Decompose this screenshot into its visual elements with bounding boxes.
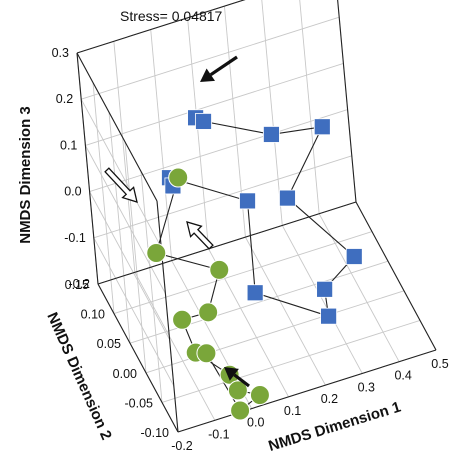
filled-arrow-annotation [200,55,238,82]
circle-data-point [198,302,219,323]
side-wall-gridline [80,98,162,248]
back-wall-gridline [85,62,344,146]
arrow-head [200,68,215,82]
square-data-point [239,192,256,210]
arrow-head [224,367,239,381]
chart-title: Stress= 0.04817 [120,8,223,24]
circle-data-point [249,385,270,406]
z-tick-label: 0.3 [52,46,69,60]
filled-arrow-annotation [224,367,250,388]
box-edge [76,52,158,202]
hollow-arrow-annotation [104,167,138,203]
x-tick-label: -0.2 [171,439,193,453]
x-tick-label: 0.5 [431,357,448,371]
side-wall-gridline [85,145,166,294]
grid-layer [76,0,437,433]
back-wall-gridline [113,41,136,273]
x-tick-label: 0.2 [321,392,338,406]
square-data-point [279,189,296,207]
side-wall-gridline [108,112,131,344]
box-edge [337,0,357,203]
x-tick-label: 0.4 [394,369,411,383]
side-wall-gridline [140,171,163,403]
series-2-path [155,177,262,412]
square-data-point [345,248,363,265]
back-wall-gridline [89,109,348,193]
y-axis-line [97,283,179,433]
hollow-arrow-annotation [186,221,214,250]
circle-data-point [227,380,248,401]
square-data-point [316,280,334,298]
series-1-path [168,117,355,317]
annotation-arrows [104,55,250,388]
z-tick-label: -0.2 [68,277,90,291]
circle-data-point [172,309,193,330]
x-tick-label: 0.1 [284,404,301,418]
back-wall-gridline [81,16,340,100]
circle-data-point [230,400,251,421]
floor-gridline [113,231,373,315]
floor-gridline [245,236,326,386]
back-wall-gridline [261,0,283,226]
y-tick-label: 0.05 [97,337,121,351]
box-edge [97,201,357,285]
side-wall-gridline [93,237,175,387]
box-edge [76,0,246,54]
square-data-point [246,284,264,302]
square-data-point [263,126,280,143]
z-tick-label: 0.0 [64,185,81,199]
x-tick-label: 0.3 [358,380,375,394]
floor-gridline [281,225,363,374]
y-tick-label: -0.10 [141,426,170,440]
box-edge [355,201,437,351]
z-axis-title: NMDS Dimension 3 [17,106,34,244]
x-tick-label: 0.0 [247,416,264,430]
floor-gridline [129,260,389,344]
series-markers [146,109,363,421]
side-wall-gridline [124,141,147,373]
circle-data-point [168,167,189,188]
y-tick-label: -0.05 [125,396,154,410]
back-wall-gridline [299,0,320,214]
x-tick-label: -0.1 [208,427,230,441]
circle-data-point [209,259,230,280]
y-tick-label: 0.15 [65,278,89,292]
floor-gridline [318,213,400,362]
floor-gridline [161,319,421,403]
circle-data-point [196,343,217,364]
floor-gridline [134,272,216,421]
floor-gridline [145,290,405,374]
back-wall-gridline [93,155,352,239]
y-tick-label: 0.10 [81,308,105,322]
circle-data-point [146,243,167,264]
square-data-point [195,113,212,130]
z-tick-label: -0.1 [64,231,86,245]
back-wall-gridline [187,17,210,249]
y-tick-label: 0.00 [113,367,137,381]
side-wall-gridline [89,191,170,340]
z-tick-label: 0.1 [60,138,77,152]
arrow-shaft [233,373,250,388]
z-axis-line [76,52,99,285]
side-wall-gridline [92,82,115,314]
square-data-point [313,118,331,136]
z-tick-label: 0.2 [56,92,73,106]
y-axis-title: NMDS Dimension 2 [43,310,114,443]
arrow-shaft [209,55,238,77]
tick-label-layer: -0.2-0.10.00.10.20.30.40.5-0.10-0.050.00… [52,46,449,453]
back-wall-gridline [150,29,173,261]
x-axis-line [177,349,437,433]
square-data-point [320,307,338,325]
